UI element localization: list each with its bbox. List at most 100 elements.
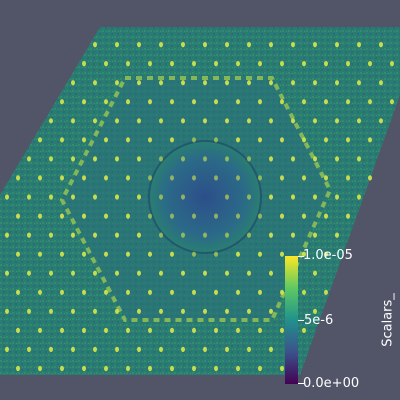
diffraction-spot — [236, 175, 240, 181]
diffraction-spot — [137, 194, 141, 200]
diffraction-spot — [225, 346, 229, 352]
diffraction-spot — [214, 213, 218, 219]
diffraction-spot — [5, 232, 9, 238]
diffraction-spot — [137, 156, 141, 162]
diffraction-spot — [49, 156, 53, 162]
diffraction-spot — [71, 80, 75, 86]
diffraction-spot — [247, 346, 251, 352]
diffraction-spot — [71, 194, 75, 200]
diffraction-spot — [302, 327, 306, 333]
diffraction-spot — [335, 232, 339, 238]
diffraction-spot — [170, 251, 174, 257]
diffraction-spot — [115, 270, 119, 276]
diffraction-spot — [148, 175, 152, 181]
diffraction-spot — [203, 156, 207, 162]
diffraction-spot — [16, 213, 20, 219]
diffraction-spot — [148, 99, 152, 105]
diffraction-spot — [27, 308, 31, 314]
diffraction-spot — [346, 99, 350, 105]
diffraction-spot — [269, 308, 273, 314]
diffraction-spot — [368, 137, 372, 143]
diffraction-spot — [313, 118, 317, 124]
diffraction-spot — [203, 42, 207, 48]
diffraction-spot — [225, 270, 229, 276]
diffraction-spot — [181, 156, 185, 162]
diffraction-spot — [324, 213, 328, 219]
diffraction-spot — [357, 156, 361, 162]
diffraction-spot — [115, 42, 119, 48]
diffraction-spot — [346, 61, 350, 67]
diffraction-spot — [82, 365, 86, 372]
diffraction-spot — [93, 270, 97, 276]
diffraction-spot — [82, 137, 86, 143]
diffraction-spot — [291, 156, 295, 162]
diffraction-spot — [225, 156, 229, 162]
diffraction-spot — [82, 175, 86, 181]
diffraction-spot — [82, 61, 86, 67]
diffraction-spot — [203, 232, 207, 238]
diffraction-spot — [71, 118, 75, 124]
diffraction-spot — [93, 42, 97, 48]
colorbar-min-label: 0.0e+00 — [303, 376, 360, 391]
diffraction-spot — [291, 42, 295, 48]
diffraction-spot — [115, 308, 119, 314]
diffraction-spot — [170, 289, 174, 295]
hexagon-ring — [59, 76, 333, 322]
diffraction-spot — [324, 137, 328, 143]
diffraction-spot — [93, 118, 97, 124]
diffraction-spot — [269, 346, 273, 352]
diffraction-spot — [313, 232, 317, 238]
diffraction-spot — [280, 175, 284, 181]
diffraction-spot — [71, 270, 75, 276]
diffraction-spot — [225, 232, 229, 238]
diffraction-spot — [302, 61, 306, 67]
diffraction-spot — [71, 308, 75, 314]
diffraction-spot — [269, 156, 273, 162]
diffraction-spot — [181, 346, 185, 352]
diffraction-spot — [368, 99, 372, 105]
diffraction-spot — [390, 61, 394, 67]
diffraction-spot — [60, 137, 64, 143]
diffraction-spot — [203, 346, 207, 352]
diffraction-spot — [192, 137, 196, 143]
diffraction-spot — [126, 61, 130, 67]
diffraction-spot — [181, 42, 185, 48]
diffraction-spot — [269, 232, 273, 238]
diffraction-spot — [148, 251, 152, 257]
diffraction-spot — [49, 232, 53, 238]
diffraction-spot — [170, 365, 174, 372]
diffraction-spot — [170, 327, 174, 333]
diffraction-spot — [214, 175, 218, 181]
diffraction-spot — [38, 213, 42, 219]
diffraction-spot — [60, 251, 64, 257]
diffraction-spot — [313, 42, 317, 48]
diffraction-spot — [335, 42, 339, 48]
diffraction-spot — [181, 194, 185, 200]
diffraction-spot — [324, 61, 328, 67]
diffraction-spot — [5, 270, 9, 276]
diffraction-spot — [181, 308, 185, 314]
diffraction-spot — [368, 61, 372, 67]
diffraction-spot — [269, 118, 273, 124]
diffraction-spot — [280, 99, 284, 105]
diffraction-spot — [192, 365, 196, 372]
diffraction-spot — [379, 80, 383, 86]
diffraction-spot — [280, 61, 284, 67]
diffraction-spot — [236, 61, 240, 67]
diffraction-spot — [302, 213, 306, 219]
diffraction-spot — [280, 137, 284, 143]
diffraction-spot — [38, 137, 42, 143]
diffraction-spot — [390, 99, 394, 105]
diffraction-spot — [148, 137, 152, 143]
diffraction-spot — [324, 289, 328, 295]
diffraction-spot — [126, 137, 130, 143]
diffraction-spot — [258, 175, 262, 181]
colorbar-tick-max — [298, 256, 304, 257]
diffraction-spot — [60, 213, 64, 219]
diffraction-spot — [93, 194, 97, 200]
diffraction-spot — [170, 61, 174, 67]
diffraction-spots — [5, 42, 394, 372]
diffraction-spot — [27, 194, 31, 200]
diffraction-spot — [368, 175, 372, 181]
